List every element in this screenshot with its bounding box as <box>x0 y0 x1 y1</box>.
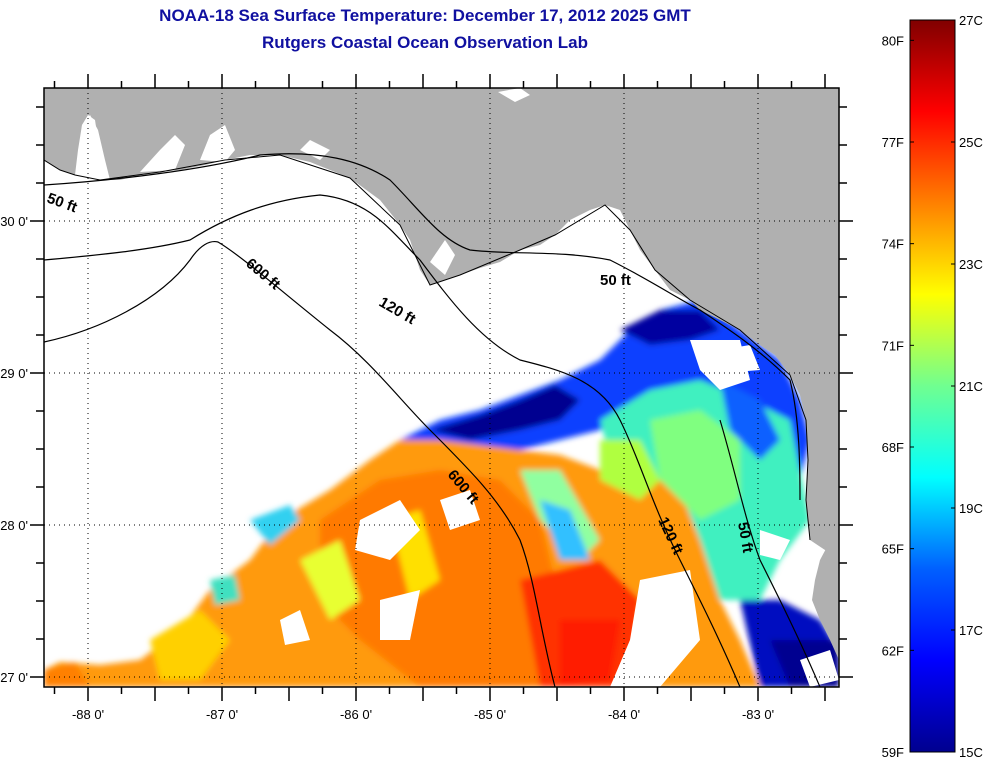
fahrenheit-label: 77F <box>882 135 904 150</box>
celsius-label: 17C <box>959 623 983 638</box>
fahrenheit-label: 74F <box>882 237 904 252</box>
sst-data-layer <box>44 300 839 687</box>
colorbar <box>909 19 956 753</box>
bays <box>80 88 760 372</box>
fahrenheit-label: 80F <box>882 33 904 48</box>
axis-ticks <box>30 74 853 701</box>
cloud-gaps <box>280 340 839 687</box>
lon-tick-label: -83 0' <box>742 707 774 722</box>
fahrenheit-label: 62F <box>882 643 904 658</box>
contour-600ft <box>44 240 556 687</box>
land-mass <box>44 88 839 560</box>
contour-50ft-south <box>719 419 821 687</box>
lat-tick-label: 28 0' <box>0 518 28 533</box>
fahrenheit-label: 71F <box>882 338 904 353</box>
lat-tick-label: 27 0' <box>0 670 28 685</box>
celsius-label: 21C <box>959 379 983 394</box>
axis-tick-labels: -88 0' -87 0' -86 0' -85 0' -84 0' -83 0' 30 0… <box>0 214 774 722</box>
celsius-label: 27C <box>959 13 983 28</box>
celsius-label: 25C <box>959 135 983 150</box>
fahrenheit-label: 68F <box>882 440 904 455</box>
map-area: 50 ft 600 ft 120 ft 50 ft 600 ft 120 ft … <box>44 88 839 687</box>
contour-label-50ft-south: 50 ft <box>734 521 756 554</box>
lon-tick-label: -85 0' <box>474 707 506 722</box>
fahrenheit-label: 65F <box>882 542 904 557</box>
celsius-label: 23C <box>959 257 983 272</box>
chart-title: NOAA-18 Sea Surface Temperature: Decembe… <box>159 6 691 25</box>
land-tampa <box>812 540 839 660</box>
fahrenheit-label: 59F <box>882 745 904 760</box>
chart-subtitle: Rutgers Coastal Ocean Observation Lab <box>262 33 588 52</box>
colorbar-ticks: 27C 25C 23C 21C 19C 17C 15C 80F 77F 74F 71F 68F 65F 6… <box>882 13 983 760</box>
lat-tick-label: 30 0' <box>0 214 28 229</box>
celsius-label: 15C <box>959 745 983 760</box>
lon-tick-label: -86 0' <box>340 707 372 722</box>
contour-120ft <box>44 194 741 687</box>
lon-tick-label: -87 0' <box>206 707 238 722</box>
celsius-label: 19C <box>959 501 983 516</box>
map-frame <box>43 87 840 688</box>
contour-label-50ft-bigbend: 50 ft <box>600 272 631 289</box>
coastline <box>44 154 811 541</box>
lat-tick-label: 29 0' <box>0 366 28 381</box>
lon-tick-label: -88 0' <box>72 707 104 722</box>
lon-tick-label: -84 0' <box>608 707 640 722</box>
